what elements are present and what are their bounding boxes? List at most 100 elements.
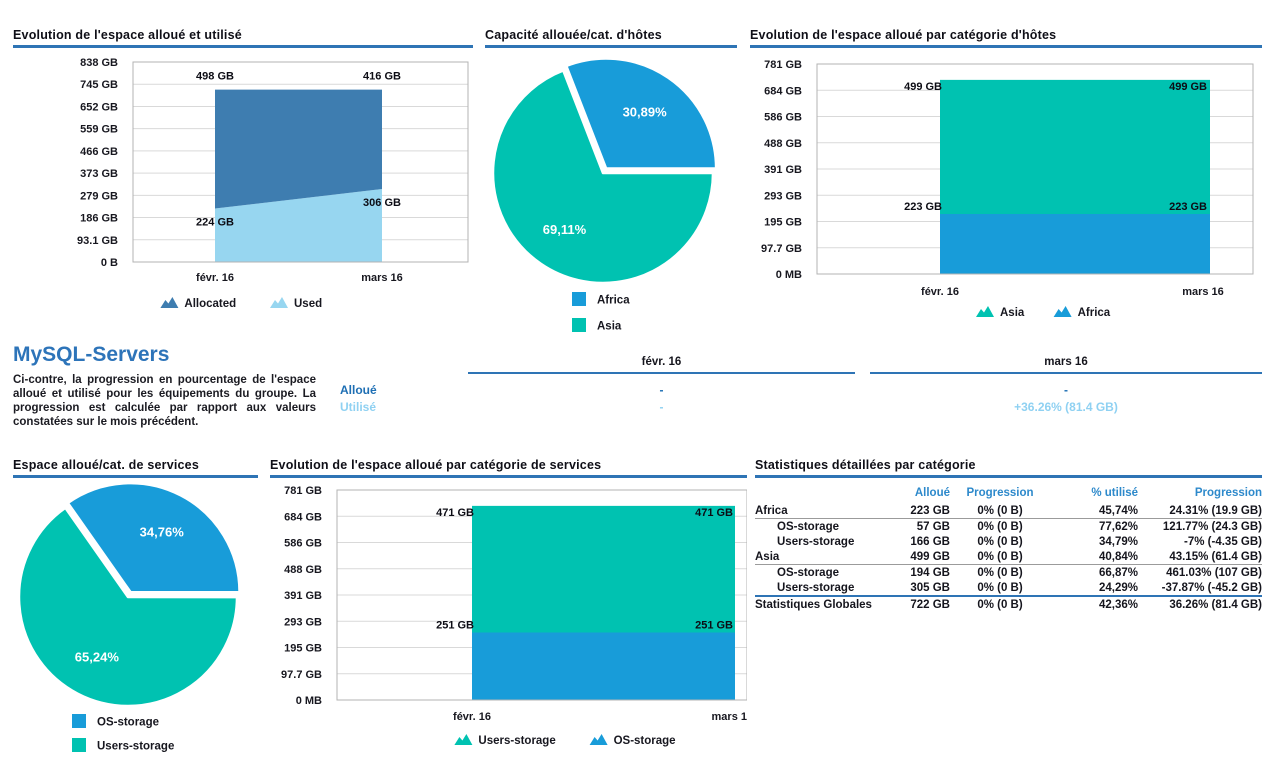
stats-table-body: Africa 223 GB 0% (0 B) 45,74% 24.31% (19.9 G… bbox=[755, 503, 1262, 612]
panel-allocated-services: Espace alloué/cat. de services 34,76% 65,… bbox=[13, 458, 258, 777]
pie-chart-hosts: 30,89% 69,11% Africa Asia bbox=[491, 57, 718, 333]
y-axis-tick-label: 781 GB bbox=[284, 485, 322, 497]
legend-label: Africa bbox=[597, 295, 630, 307]
y-axis-tick-label: 97.7 GB bbox=[281, 669, 322, 681]
legend-item-Users-storage: Users-storage bbox=[72, 738, 174, 753]
area-chart-services: 781 GB 684 GB 586 GB 488 GB 391 GB 293 GB 195 … bbox=[281, 485, 747, 747]
title-underline bbox=[755, 475, 1262, 478]
stats-cell: 305 GB bbox=[905, 580, 950, 597]
data-label: 499 GB bbox=[904, 81, 942, 93]
stats-column-header: Alloué bbox=[914, 487, 950, 499]
legend-item-OS-storage: OS-storage bbox=[72, 714, 159, 729]
data-label: 251 GB bbox=[695, 620, 733, 632]
stats-cell: 461.03% (107 GB) bbox=[1166, 566, 1262, 579]
legend-item-Africa: Africa bbox=[1053, 306, 1111, 319]
y-axis-tick-label: 652 GB bbox=[80, 101, 118, 113]
legend-item-Used: Used bbox=[270, 297, 322, 310]
y-axis-tick-label: 293 GB bbox=[764, 190, 802, 202]
area-chart-allocated-used: 838 GB 745 GB 652 GB 559 GB 466 GB 373 GB 279 … bbox=[77, 57, 469, 310]
legend-swatch bbox=[572, 292, 586, 306]
y-axis-tick-label: 488 GB bbox=[764, 138, 802, 150]
y-axis-tick-label: 781 GB bbox=[764, 59, 802, 71]
stats-cell: 36.26% (81.4 GB) bbox=[1169, 598, 1262, 611]
stats-cell: 0% (0 B) bbox=[950, 549, 1050, 565]
x-axis-tick-label: mars 16 bbox=[1182, 286, 1224, 298]
legend-item-Allocated: Allocated bbox=[160, 297, 236, 310]
stats-cell: 24.31% (19.9 GB) bbox=[1138, 503, 1262, 519]
pie-slice-Users-storage bbox=[17, 506, 239, 708]
legend-area-icon bbox=[270, 297, 288, 308]
panel-stats-table: Statistiques détaillées par catégorie Al… bbox=[755, 458, 1262, 612]
data-label: 223 GB bbox=[1169, 201, 1207, 213]
data-label: 223 GB bbox=[904, 201, 942, 213]
section-heading: MySQL-Servers bbox=[13, 343, 170, 366]
panel-allocated-by-hosts: Evolution de l'espace alloué par catégor… bbox=[750, 28, 1262, 338]
legend-area-icon bbox=[160, 297, 179, 308]
stats-cell: 24,29% bbox=[1050, 580, 1138, 597]
area-chart-hosts: 781 GB 684 GB 586 GB 488 GB 391 GB 293 GB 195 … bbox=[761, 59, 1254, 319]
stats-row-label: Africa bbox=[755, 503, 905, 519]
y-axis-tick-label: 586 GB bbox=[764, 112, 802, 124]
stats-cell: 0% (0 B) bbox=[950, 503, 1050, 519]
legend-area-icon bbox=[976, 306, 994, 317]
legend-label: Users-storage bbox=[478, 735, 555, 747]
stats-table-row: Statistiques Globales 722 GB 0% (0 B) 42,36… bbox=[755, 596, 1262, 612]
y-axis-tick-label: 838 GB bbox=[80, 57, 118, 69]
y-axis-tick-label: 391 GB bbox=[284, 590, 322, 602]
x-axis-tick-label: févr. 16 bbox=[453, 711, 491, 723]
row-label-alloue: Alloué bbox=[340, 383, 377, 397]
stats-row-label: Asia bbox=[755, 549, 905, 565]
stats-cell: -37.87% (-45.2 GB) bbox=[1138, 580, 1262, 597]
y-axis-tick-label: 559 GB bbox=[80, 124, 118, 136]
y-axis-tick-label: 684 GB bbox=[764, 85, 802, 97]
stats-column-header: Progression bbox=[1194, 487, 1262, 499]
area-Used bbox=[215, 188, 382, 262]
legend-swatch bbox=[72, 738, 86, 752]
legend-label: Asia bbox=[597, 321, 622, 333]
stats-cell: 121.77% (24.3 GB) bbox=[1162, 520, 1262, 533]
pie-slice-percentage: 65,24% bbox=[75, 649, 120, 664]
y-axis-tick-label: 0 MB bbox=[776, 269, 802, 281]
stats-table-row: Asia 499 GB 0% (0 B) 40,84% 43.15% (61.4 GB) bbox=[755, 549, 1262, 565]
stats-cell: 499 GB bbox=[905, 549, 950, 565]
legend-swatch bbox=[72, 714, 86, 728]
stats-cell: 0% (0 B) bbox=[977, 598, 1023, 611]
panel-allocated-used: Evolution de l'espace alloué et utilisé … bbox=[13, 28, 473, 323]
legend-label: Africa bbox=[1078, 307, 1111, 319]
pie-slice-OS-storage bbox=[66, 481, 241, 594]
stats-cell: -7% (-4.35 GB) bbox=[1184, 535, 1262, 548]
legend-label: OS-storage bbox=[97, 717, 159, 729]
stats-column-header: Progression bbox=[966, 487, 1034, 499]
plot-border bbox=[132, 61, 469, 263]
y-axis-tick-label: 186 GB bbox=[80, 213, 118, 225]
title-underline bbox=[270, 475, 747, 478]
data-label: 499 GB bbox=[1169, 81, 1207, 93]
stats-table: Alloué Progression % utilisé Progression Af… bbox=[755, 485, 1262, 612]
panel-allocated-by-services: Evolution de l'espace alloué par catégor… bbox=[270, 458, 747, 770]
data-label: 416 GB bbox=[363, 71, 401, 83]
stats-cell: 77,62% bbox=[1098, 520, 1138, 533]
legend-item-Asia: Asia bbox=[976, 306, 1025, 319]
y-axis-tick-label: 0 MB bbox=[296, 695, 322, 707]
data-label: 471 GB bbox=[695, 507, 733, 519]
stats-table-row: OS-storage 57 GB 0% (0 B) 77,62% 121.77% (24… bbox=[755, 519, 1262, 535]
stats-row-label: OS-storage bbox=[777, 566, 839, 579]
stats-cell: 0% (0 B) bbox=[977, 520, 1023, 533]
area-Users-storage bbox=[472, 505, 735, 633]
value-utilise-mars: +36.26% (81.4 GB) bbox=[1014, 400, 1118, 414]
pie-slice-percentage: 30,89% bbox=[623, 105, 668, 120]
legend-swatch bbox=[572, 318, 586, 332]
y-axis-tick-label: 684 GB bbox=[284, 511, 322, 523]
section-description: Ci-contre, la progression en pourcentage… bbox=[13, 374, 316, 428]
stats-row-label: Users-storage bbox=[755, 580, 905, 597]
y-axis-tick-label: 488 GB bbox=[284, 564, 322, 576]
pie-slice-Asia bbox=[491, 69, 715, 285]
value-alloue-mars: - bbox=[1064, 383, 1068, 397]
legend-label: Asia bbox=[1000, 307, 1025, 319]
legend-area-icon bbox=[589, 734, 608, 745]
y-axis-tick-label: 279 GB bbox=[80, 190, 118, 202]
panel-title: Espace alloué/cat. de services bbox=[13, 458, 199, 472]
value-alloue-fevr: - bbox=[659, 383, 664, 397]
y-axis-tick-label: 195 GB bbox=[764, 217, 802, 229]
plot-border bbox=[816, 63, 1254, 275]
